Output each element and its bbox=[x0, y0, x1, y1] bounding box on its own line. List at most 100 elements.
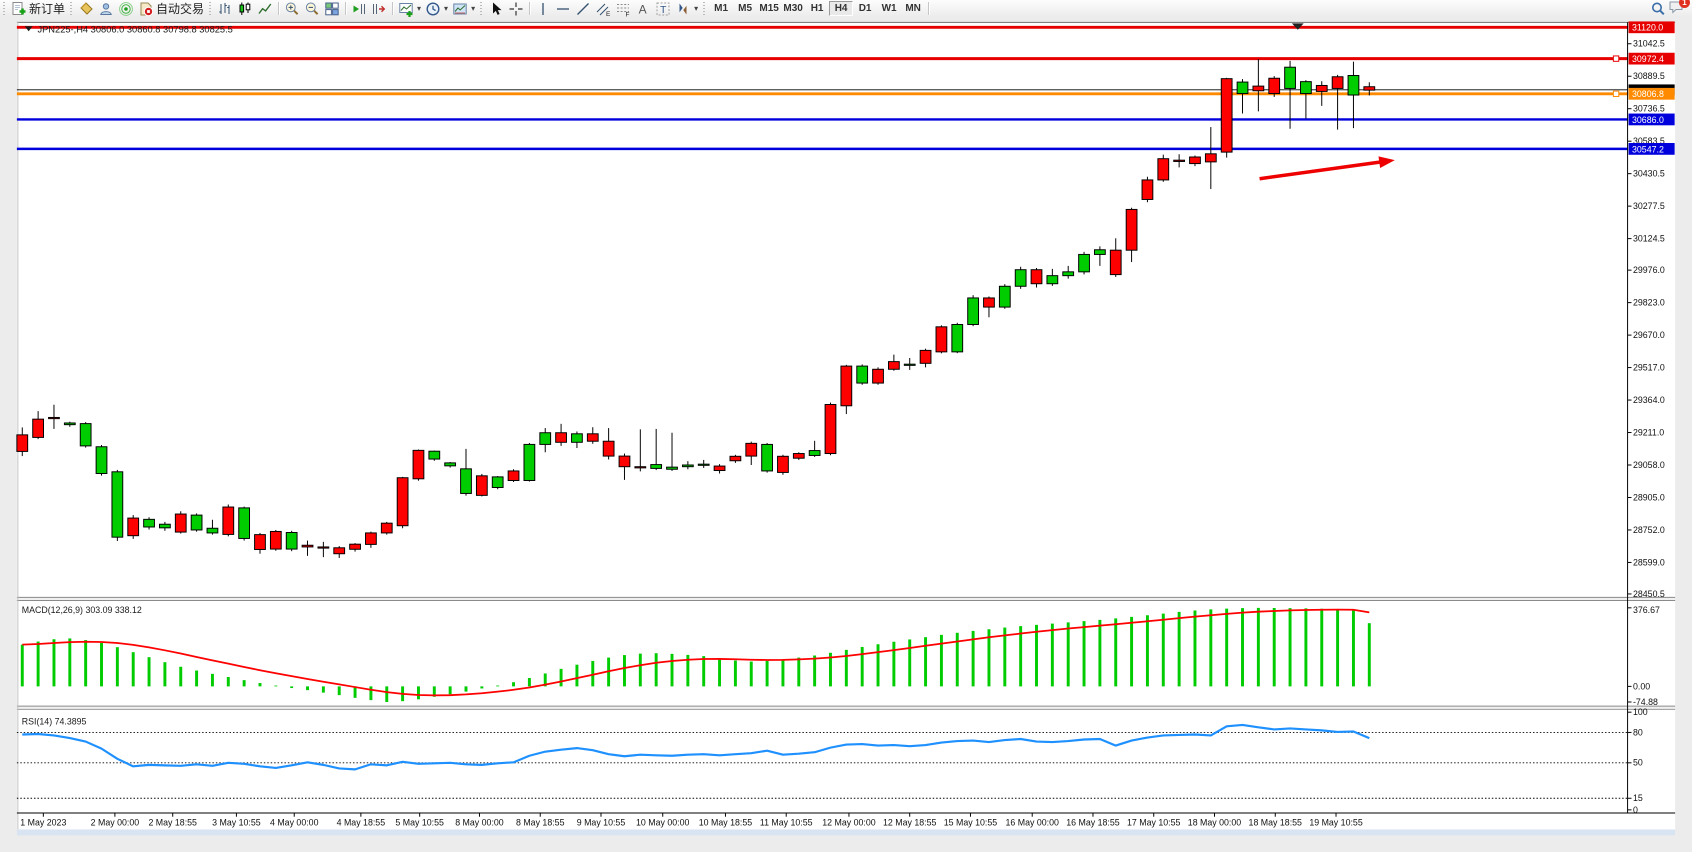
vertical-line-button[interactable] bbox=[533, 0, 553, 17]
periods-button[interactable]: ▾ bbox=[423, 0, 450, 17]
search-icon bbox=[1652, 2, 1665, 15]
rsi-line bbox=[22, 723, 1370, 771]
text-label-button[interactable]: T bbox=[653, 0, 673, 17]
timeframe-m30-button[interactable]: M30 bbox=[781, 0, 805, 17]
candle bbox=[269, 530, 282, 550]
toolbar-grip[interactable] bbox=[1, 2, 8, 15]
candle bbox=[1236, 81, 1249, 95]
vertical-line-icon bbox=[542, 2, 544, 15]
candle bbox=[777, 455, 789, 473]
chart-canvas[interactable]: 31042.5 30889.5 30736.5 30583.5 30430.5 30277… bbox=[0, 17, 1692, 852]
candle bbox=[729, 455, 742, 462]
candle bbox=[1078, 253, 1090, 273]
line-chart-button[interactable] bbox=[255, 0, 275, 17]
panel-separator[interactable] bbox=[16, 597, 1676, 601]
rsi-label: RSI(14) 74.3895 bbox=[22, 717, 87, 727]
text-button[interactable]: A bbox=[633, 0, 653, 17]
timeframe-mn-button[interactable]: MN bbox=[901, 0, 925, 17]
rsi-axis-label: 80 bbox=[1633, 727, 1643, 737]
trend-arrow-line[interactable] bbox=[1259, 159, 1386, 181]
horizontal-line-button[interactable] bbox=[553, 0, 573, 17]
candle bbox=[998, 285, 1011, 308]
autotrade-button[interactable]: 自动交易 bbox=[136, 0, 206, 17]
tile-windows-button[interactable] bbox=[322, 0, 342, 17]
price-tick-label: 29976.0 bbox=[1633, 265, 1665, 275]
time-label: 10 May 18:55 bbox=[699, 818, 752, 828]
price-tick-label: 29517.0 bbox=[1633, 363, 1665, 373]
timeframe-h1-button[interactable]: H1 bbox=[805, 0, 829, 17]
candle bbox=[333, 547, 346, 555]
candle bbox=[1094, 249, 1106, 255]
profile-button[interactable] bbox=[96, 0, 116, 17]
timeframe-m5-button[interactable]: M5 bbox=[733, 0, 757, 17]
price-tick-label: 31042.5 bbox=[1633, 39, 1665, 49]
toolbar-grip[interactable] bbox=[207, 2, 215, 15]
timeframe-m15-button[interactable]: M15 bbox=[757, 0, 781, 17]
chat-button[interactable]: 1 bbox=[1668, 0, 1690, 18]
price-badge-31120.0 bbox=[1628, 21, 1675, 34]
window-bottom-edge bbox=[16, 829, 1676, 836]
trend-arrow-head[interactable] bbox=[1378, 156, 1395, 169]
tile-windows-icon bbox=[325, 2, 339, 15]
candle bbox=[1204, 153, 1217, 163]
auto-scroll-button[interactable] bbox=[349, 0, 369, 17]
templates-button[interactable]: ▾ bbox=[450, 0, 477, 17]
candle bbox=[79, 423, 92, 447]
candle bbox=[301, 544, 314, 548]
timeframe-w1-button[interactable]: W1 bbox=[877, 0, 901, 17]
panel-separator[interactable] bbox=[16, 705, 1676, 710]
time-label: 16 May 18:55 bbox=[1066, 818, 1119, 828]
cursor-button[interactable] bbox=[486, 0, 506, 17]
trendline-button[interactable] bbox=[573, 0, 593, 17]
candle bbox=[95, 446, 108, 474]
toolbar-grip[interactable] bbox=[68, 2, 76, 15]
toolbar-grip[interactable] bbox=[478, 2, 486, 15]
line-end-marker[interactable] bbox=[1612, 90, 1620, 97]
toolbar-grip[interactable] bbox=[701, 2, 709, 15]
candle bbox=[919, 349, 932, 364]
candlestick-series bbox=[16, 59, 1376, 558]
signal-button[interactable] bbox=[116, 0, 136, 17]
periods-icon bbox=[426, 1, 440, 16]
price-tick-label: 30889.5 bbox=[1633, 71, 1665, 81]
templates-icon bbox=[453, 3, 467, 14]
arrows-icon bbox=[679, 3, 687, 14]
chart-shift-marker-icon[interactable] bbox=[1291, 23, 1304, 30]
candle bbox=[507, 470, 520, 481]
zoom-in-icon bbox=[285, 2, 299, 15]
bar-chart-button[interactable] bbox=[215, 0, 235, 17]
chart-styles-button[interactable] bbox=[76, 0, 96, 17]
candle bbox=[1252, 85, 1265, 92]
price-tick-label: 28752.0 bbox=[1633, 525, 1665, 535]
time-label: 8 May 18:55 bbox=[516, 818, 565, 828]
price-tick-label: 29364.0 bbox=[1633, 395, 1665, 405]
zoom-in-button[interactable] bbox=[282, 0, 302, 17]
zoom-out-button[interactable] bbox=[302, 0, 322, 17]
bar-chart-icon bbox=[219, 2, 230, 14]
chart-shift-button[interactable] bbox=[369, 0, 389, 17]
search-button[interactable] bbox=[1648, 0, 1668, 17]
arrows-button[interactable]: ▾ bbox=[673, 0, 700, 17]
price-tick-label: 28905.0 bbox=[1633, 492, 1665, 502]
timeframe-d1-button[interactable]: D1 bbox=[853, 0, 877, 17]
toolbar-separator bbox=[345, 2, 347, 15]
indicators-button[interactable]: ▾ bbox=[396, 0, 423, 17]
time-label: 4 May 00:00 bbox=[270, 818, 319, 828]
candle bbox=[745, 442, 758, 457]
symbol-dropdown-icon[interactable] bbox=[24, 26, 33, 32]
candle bbox=[872, 368, 884, 384]
candle bbox=[1173, 159, 1186, 162]
macd-label: MACD(12,26,9) 303.09 338.12 bbox=[22, 605, 142, 615]
candlestick-chart-button[interactable] bbox=[235, 0, 255, 17]
new-order-button[interactable]: 新订单 bbox=[9, 0, 67, 17]
fibonacci-button[interactable]: F bbox=[613, 0, 633, 17]
crosshair-icon bbox=[509, 2, 523, 15]
time-label: 18 May 18:55 bbox=[1249, 818, 1302, 828]
channel-button[interactable]: E bbox=[593, 0, 613, 17]
line-end-marker[interactable] bbox=[1612, 55, 1620, 62]
timeframe-h4-button[interactable]: H4 bbox=[829, 1, 854, 16]
trendline-icon bbox=[577, 2, 590, 15]
time-label: 18 May 00:00 bbox=[1188, 818, 1241, 828]
timeframe-m1-button[interactable]: M1 bbox=[709, 0, 733, 17]
crosshair-button[interactable] bbox=[506, 0, 526, 17]
